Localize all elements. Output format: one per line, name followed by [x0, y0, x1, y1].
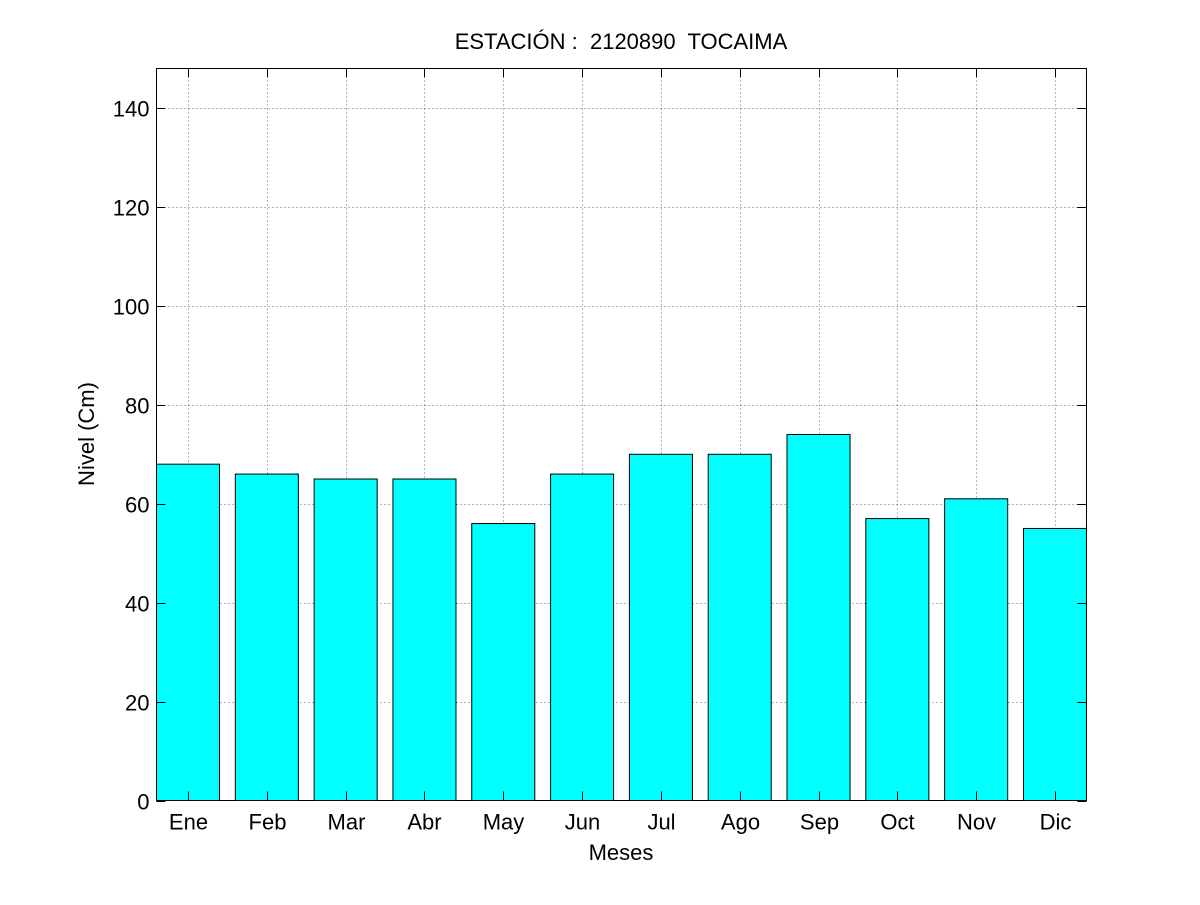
xtick-label-ago: Ago [721, 810, 760, 835]
bar-mar [313, 478, 378, 801]
axis-ticks [156, 68, 1087, 802]
bar-abr [392, 478, 457, 801]
bar-jul [628, 453, 693, 801]
bar-oct [865, 518, 930, 801]
xtick-label-nov: Nov [957, 810, 996, 835]
x-axis-tick-labels: Ene Feb Mar Abr May Jun Jul Ago Sep Oct Nov Dic [169, 810, 1071, 835]
chart-title: ESTACIÓN : 2120890 TOCAIMA [455, 29, 788, 54]
ytick-label: 40 [125, 592, 149, 617]
ytick-label: 140 [113, 97, 150, 122]
bar-dic [1022, 527, 1088, 801]
bar-ago [707, 453, 772, 801]
x-axis-label: Meses [589, 840, 654, 865]
grid [156, 68, 1087, 801]
xtick-label-sep: Sep [800, 810, 839, 835]
ytick-label: 120 [113, 196, 150, 221]
xtick-label-ene: Ene [169, 810, 208, 835]
xtick-label-dic: Dic [1040, 810, 1072, 835]
xtick-label-feb: Feb [249, 810, 287, 835]
ytick-label: 60 [125, 493, 149, 518]
y-axis-tick-labels: 0 20 40 60 80 100 120 140 [113, 97, 150, 815]
bar-may [471, 523, 536, 801]
plot-area-frame [156, 68, 1087, 801]
ytick-label: 0 [137, 790, 149, 815]
bar-ene [156, 463, 221, 801]
xtick-label-oct: Oct [880, 810, 914, 835]
xtick-label-jul: Jul [647, 810, 675, 835]
xtick-label-may: May [483, 810, 525, 835]
xtick-label-jun: Jun [565, 810, 600, 835]
bar-feb [234, 473, 299, 801]
xtick-label-abr: Abr [407, 810, 441, 835]
ytick-label: 20 [125, 691, 149, 716]
xtick-label-mar: Mar [328, 810, 366, 835]
y-axis-label: Nivel (Cm) [74, 382, 99, 486]
bars [156, 434, 1088, 801]
bar-sep [786, 434, 851, 801]
bar-jun [550, 473, 615, 801]
bar-nov [944, 498, 1009, 801]
ytick-label: 80 [125, 394, 149, 419]
ytick-label: 100 [113, 295, 150, 320]
